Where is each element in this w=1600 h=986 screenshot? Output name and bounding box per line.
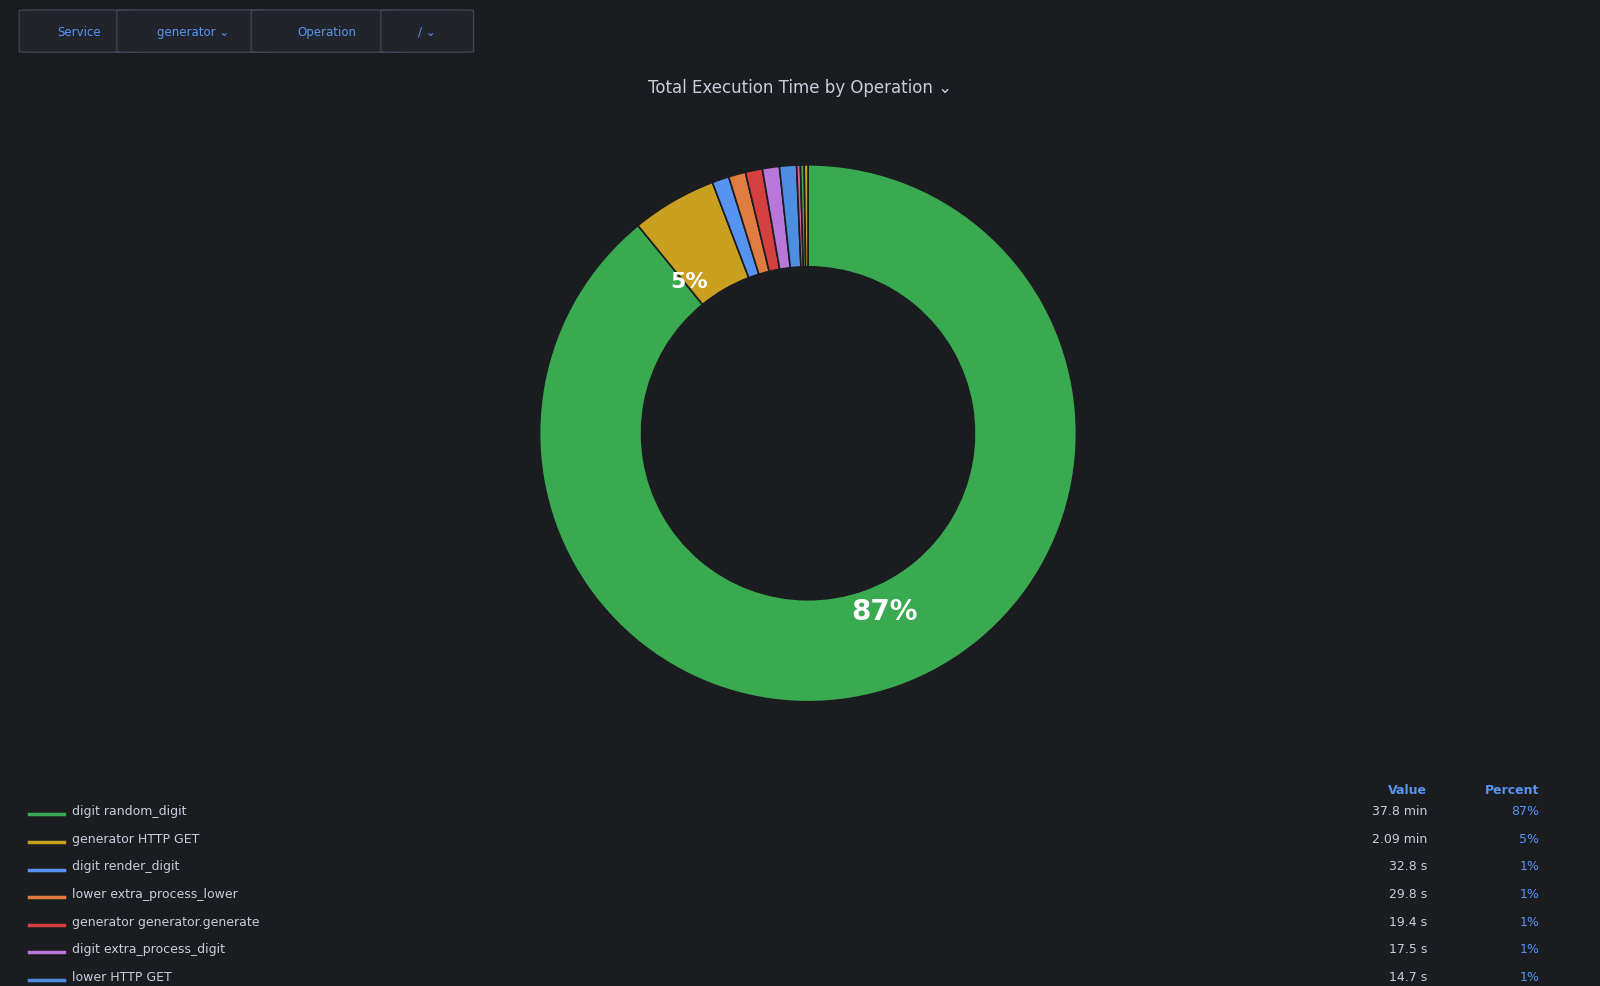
Text: 37.8 min: 37.8 min [1371, 805, 1427, 817]
Wedge shape [728, 174, 770, 275]
Wedge shape [638, 183, 749, 305]
Wedge shape [805, 166, 808, 267]
Text: 87%: 87% [1510, 805, 1539, 817]
FancyBboxPatch shape [19, 11, 139, 53]
Text: 1%: 1% [1520, 943, 1539, 955]
Text: Value: Value [1389, 784, 1427, 797]
Text: lower HTTP GET: lower HTTP GET [72, 970, 171, 983]
Text: 5%: 5% [1520, 832, 1539, 845]
FancyBboxPatch shape [381, 11, 474, 53]
Text: 32.8 s: 32.8 s [1389, 860, 1427, 873]
Text: generator ⌄: generator ⌄ [157, 26, 229, 38]
Text: digit random_digit: digit random_digit [72, 805, 187, 817]
Text: 14.7 s: 14.7 s [1389, 970, 1427, 983]
Wedge shape [746, 170, 779, 272]
Wedge shape [797, 166, 803, 268]
Text: Operation: Operation [298, 26, 357, 38]
Text: 87%: 87% [851, 598, 918, 625]
Wedge shape [539, 166, 1077, 702]
Text: 1%: 1% [1520, 887, 1539, 900]
Text: digit extra_process_digit: digit extra_process_digit [72, 943, 226, 955]
Text: lower extra_process_lower: lower extra_process_lower [72, 887, 238, 900]
Text: 17.5 s: 17.5 s [1389, 943, 1427, 955]
Text: 1%: 1% [1520, 860, 1539, 873]
Text: / ⌄: / ⌄ [418, 26, 437, 38]
Text: generator HTTP GET: generator HTTP GET [72, 832, 200, 845]
Text: generator generator.generate: generator generator.generate [72, 915, 259, 928]
Wedge shape [712, 177, 758, 278]
Text: Total Execution Time by Operation ⌄: Total Execution Time by Operation ⌄ [648, 79, 952, 97]
Text: Percent: Percent [1485, 784, 1539, 797]
Text: digit render_digit: digit render_digit [72, 860, 179, 873]
Text: 1%: 1% [1520, 915, 1539, 928]
Wedge shape [762, 168, 790, 270]
FancyBboxPatch shape [117, 11, 269, 53]
Text: Service: Service [58, 26, 101, 38]
FancyBboxPatch shape [251, 11, 403, 53]
Text: 1%: 1% [1520, 970, 1539, 983]
Text: 29.8 s: 29.8 s [1389, 887, 1427, 900]
Text: 2.09 min: 2.09 min [1371, 832, 1427, 845]
Text: 19.4 s: 19.4 s [1389, 915, 1427, 928]
Wedge shape [779, 166, 802, 268]
Wedge shape [800, 166, 806, 267]
Text: 5%: 5% [670, 271, 709, 291]
